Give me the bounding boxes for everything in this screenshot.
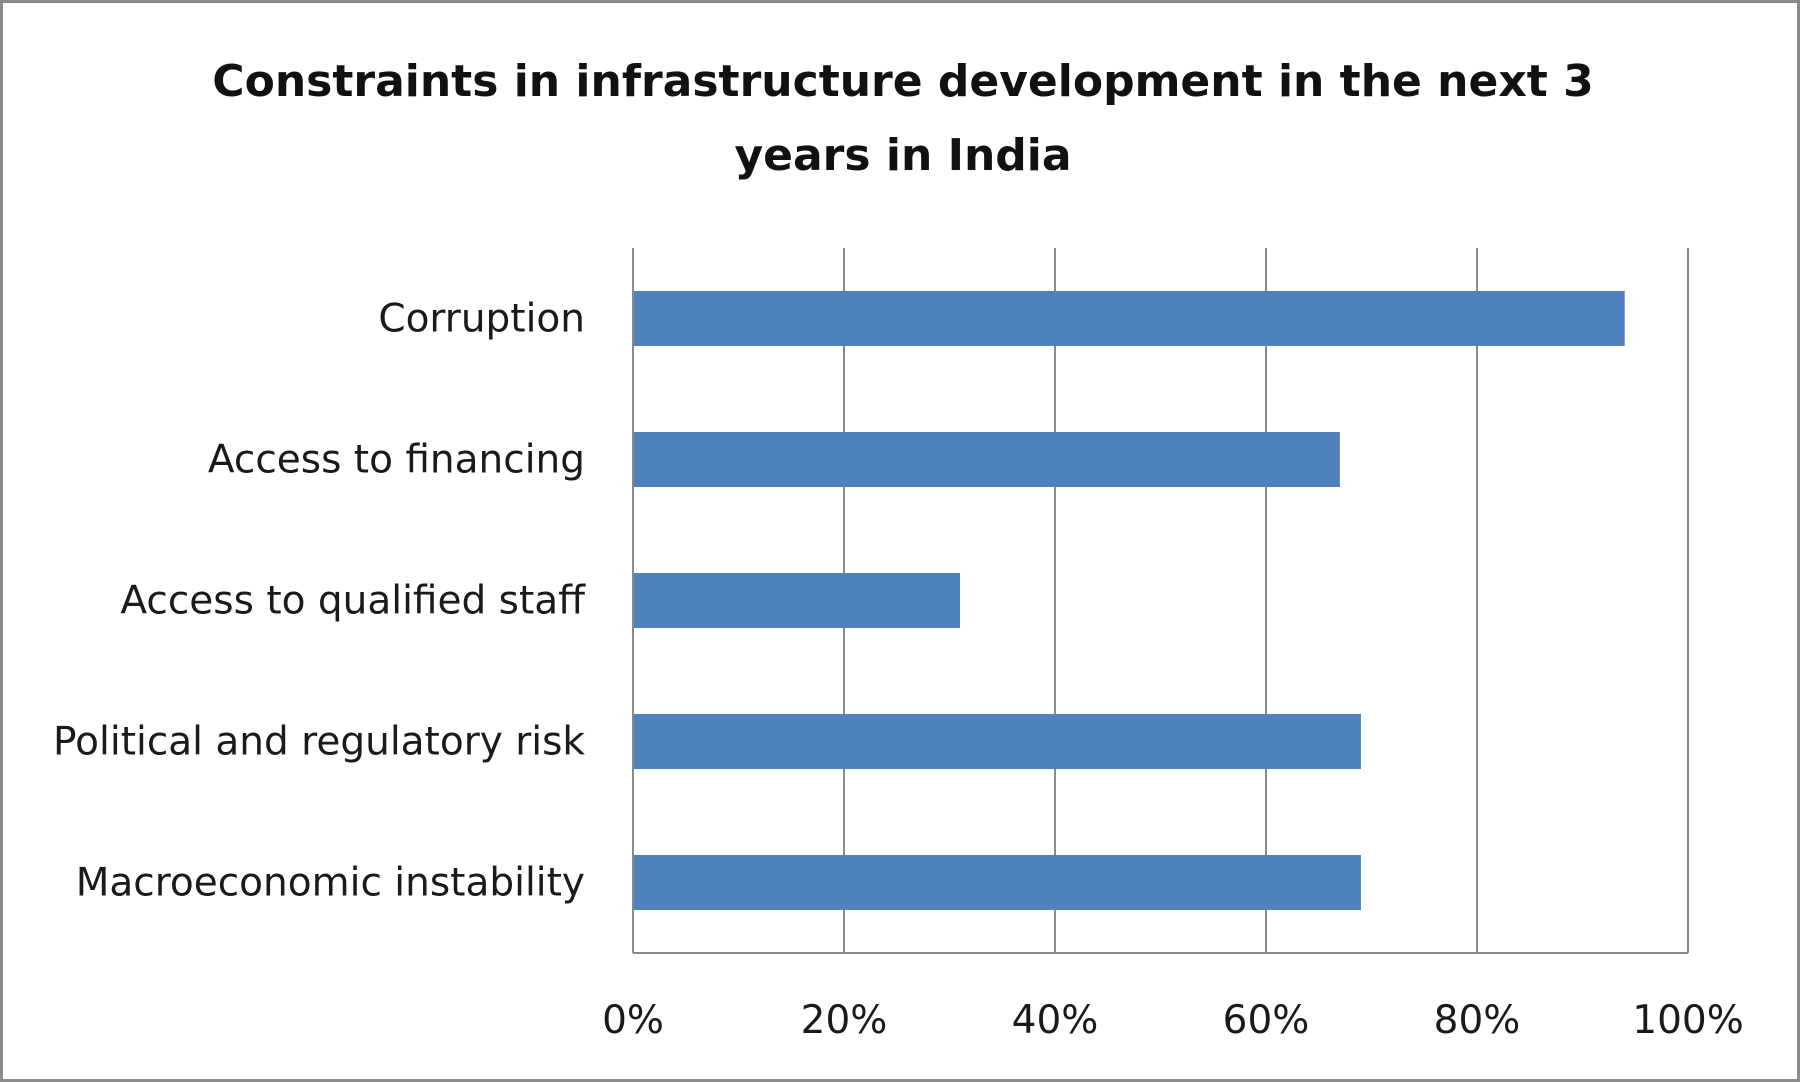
chart-title: Constraints in infrastructure developmen…	[212, 56, 1594, 181]
bar-5	[633, 855, 1361, 910]
bar-2	[633, 432, 1340, 487]
category-label: Access to financing	[208, 438, 585, 483]
category-label: Macroeconomic instability	[76, 861, 585, 906]
bar-1	[633, 291, 1625, 346]
x-tick-label: 20%	[801, 998, 888, 1043]
x-tick-label: 80%	[1434, 998, 1521, 1043]
x-tick-label: 100%	[1632, 998, 1744, 1043]
bar-4	[633, 714, 1361, 769]
bar-chart: 0% 20% 40% 60% 80% 100% Corruption Access to fi…	[53, 248, 1744, 1043]
category-label: Political and regulatory risk	[53, 720, 585, 765]
category-label: Access to qualified staff	[120, 579, 586, 624]
x-tick-label: 60%	[1223, 998, 1310, 1043]
x-tick-label: 0%	[602, 998, 664, 1043]
bar-3	[633, 573, 961, 628]
x-tick-label: 40%	[1012, 998, 1099, 1043]
category-label: Corruption	[378, 297, 585, 342]
